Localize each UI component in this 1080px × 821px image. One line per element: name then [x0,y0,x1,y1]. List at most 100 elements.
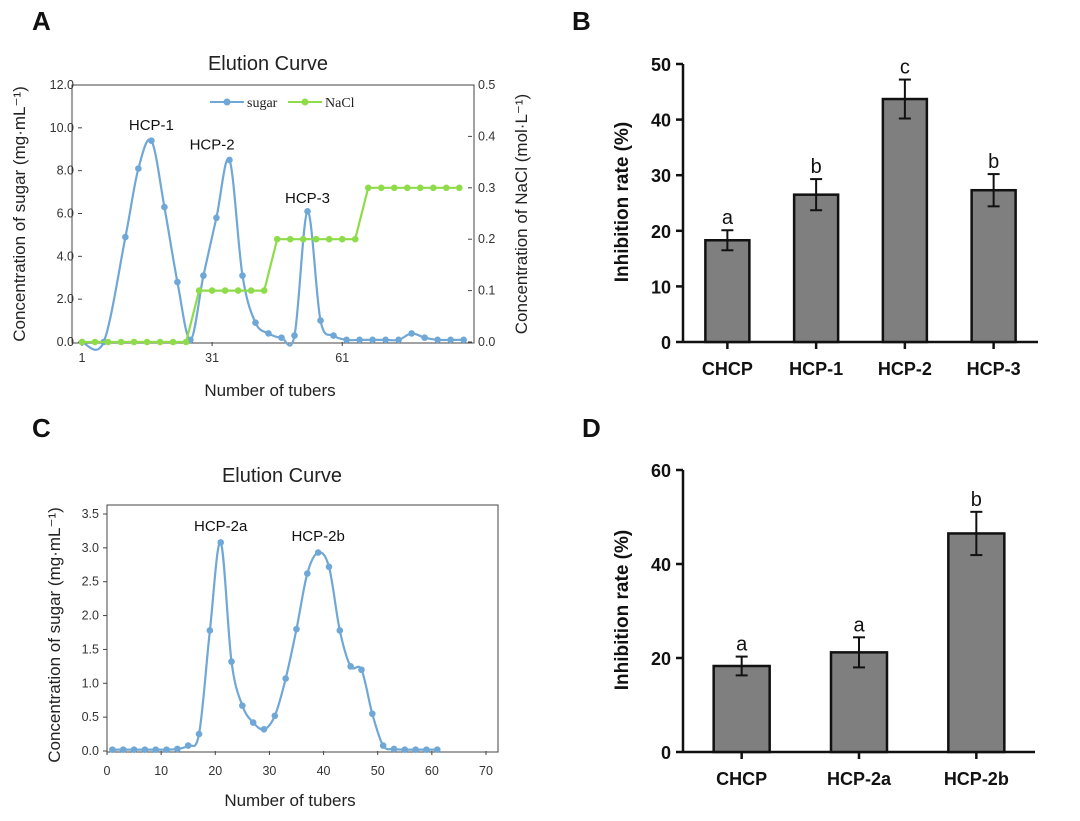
data-point-sugar [141,746,149,753]
data-point-nacl [143,338,151,346]
data-point-nacl [247,287,255,294]
bar-hcp-3 [970,188,1017,344]
y-tick-label: 2.0 [82,609,99,623]
data-point-sugar [174,745,181,753]
chart-c: Elution Curve Number of tubers Concentra… [45,465,499,810]
data-point-sugar [122,233,129,241]
chart-a-title: Elution Curve [208,53,328,75]
data-point-sugar [395,336,402,344]
data-point-sugar [195,730,203,738]
legend-sugar-marker [223,98,231,106]
data-point-nacl [416,184,424,192]
chart-a-plot-frame [71,84,475,344]
data-point-sugar [265,330,272,337]
data-point-sugar [278,334,285,342]
data-point-nacl [325,235,333,243]
chart-d-ylabel: Inhibition rate (%) [612,530,633,690]
data-point-sugar [249,719,257,726]
y-tick-label: 30 [651,166,671,186]
category-label-hcp-2a: HCP-2a [827,769,892,789]
data-point-nacl [364,184,372,192]
data-point-sugar [369,710,376,718]
bar-hcp-2a [829,651,889,754]
data-point-nacl [456,184,463,192]
data-point-sugar [330,332,337,339]
data-point-sugar [401,746,409,753]
data-point-sugar [317,317,324,324]
series-line-nacl [82,186,460,344]
y-tick-label: 20 [651,649,671,669]
significance-letter-chcp: a [736,634,748,656]
chart-b-ylabel: Inhibition rate (%) [612,122,633,282]
y-tick-label: 10.0 [50,121,74,135]
x-tick-label: 60 [425,764,439,778]
data-point-nacl [221,287,229,294]
chart-b: Inhibition rate (%) 0 10 20 30 40 50 CHCP a HCP-… [612,55,1038,379]
y2-tick-label: 0.4 [478,129,495,143]
y-tick-label: 2.5 [82,575,99,589]
y2-tick-label: 0.2 [478,232,495,246]
y-tick-label: 0.0 [57,335,74,349]
peak-label-hcp-1: HCP-1 [129,117,174,134]
data-point-nacl [78,338,86,346]
chart-a-ylabel: Concentration of sugar (mg·mL⁻¹) [10,86,29,342]
chart-a-y2label: Concentration of NaCl (mol·L⁻¹) [512,94,531,334]
x-tick-label: 30 [262,764,276,778]
y-tick-label: 1.5 [82,642,99,656]
y-tick-label: 60 [651,461,671,481]
x-tick-label: 40 [317,764,331,778]
chart-c-title: Elution Curve [222,465,342,487]
data-point-sugar [174,278,181,286]
data-point-nacl [234,287,242,294]
y2-tick-label: 0.3 [478,181,495,195]
y-tick-label: 4.0 [57,249,74,263]
category-label-chcp: CHCP [702,359,753,379]
peak-label-hcp-2a: HCP-2a [194,518,248,535]
y-tick-label: 0.0 [82,744,99,758]
chart-c-ylabel: Concentration of sugar (mg·mL⁻¹) [45,507,64,763]
data-point-nacl [91,338,99,346]
data-point-nacl [286,235,294,243]
chart-a: Elution Curve Number of tubers Concentra… [10,53,531,400]
data-point-sugar [325,563,333,571]
data-point-nacl [260,287,268,294]
data-point-sugar [293,625,300,633]
data-point-sugar [304,570,311,577]
bar-chcp [712,664,771,754]
x-tick-label: 31 [205,351,219,365]
data-point-sugar [184,742,192,749]
chart-d: Inhibition rate (%) 0 20 40 60 CHCP a HCP-2a a H… [612,461,1035,789]
x-tick-label: 20 [208,764,222,778]
data-point-nacl [273,235,281,243]
data-point-sugar [282,675,289,682]
x-tick-label: 10 [154,764,168,778]
data-point-sugar [119,746,127,753]
data-point-sugar [291,332,298,339]
data-point-nacl [377,184,385,192]
data-point-nacl [130,338,138,346]
data-point-sugar [347,663,354,670]
y-tick-label: 2.0 [57,292,74,306]
data-point-nacl [351,235,359,243]
data-point-sugar [412,746,419,753]
data-point-sugar [200,272,207,279]
significance-letter-hcp-2b: b [971,489,982,511]
bar-chcp [704,239,751,344]
y-tick-label: 0 [661,743,671,763]
data-point-sugar [239,702,246,709]
data-point-nacl [117,338,125,346]
x-tick-label: 70 [479,764,493,778]
bar-hcp-1 [792,193,840,344]
data-point-sugar [252,319,259,327]
data-point-sugar [163,746,170,753]
data-point-nacl [430,184,437,192]
data-point-nacl [403,184,411,192]
y-tick-label: 8.0 [57,164,74,178]
data-point-sugar [226,156,233,164]
data-point-sugar [109,746,116,753]
category-label-hcp-3: HCP-3 [967,359,1021,379]
y-tick-label: 3.5 [82,507,99,521]
data-point-sugar [421,334,428,342]
x-tick-label: 61 [335,351,349,365]
data-point-nacl [312,235,320,243]
